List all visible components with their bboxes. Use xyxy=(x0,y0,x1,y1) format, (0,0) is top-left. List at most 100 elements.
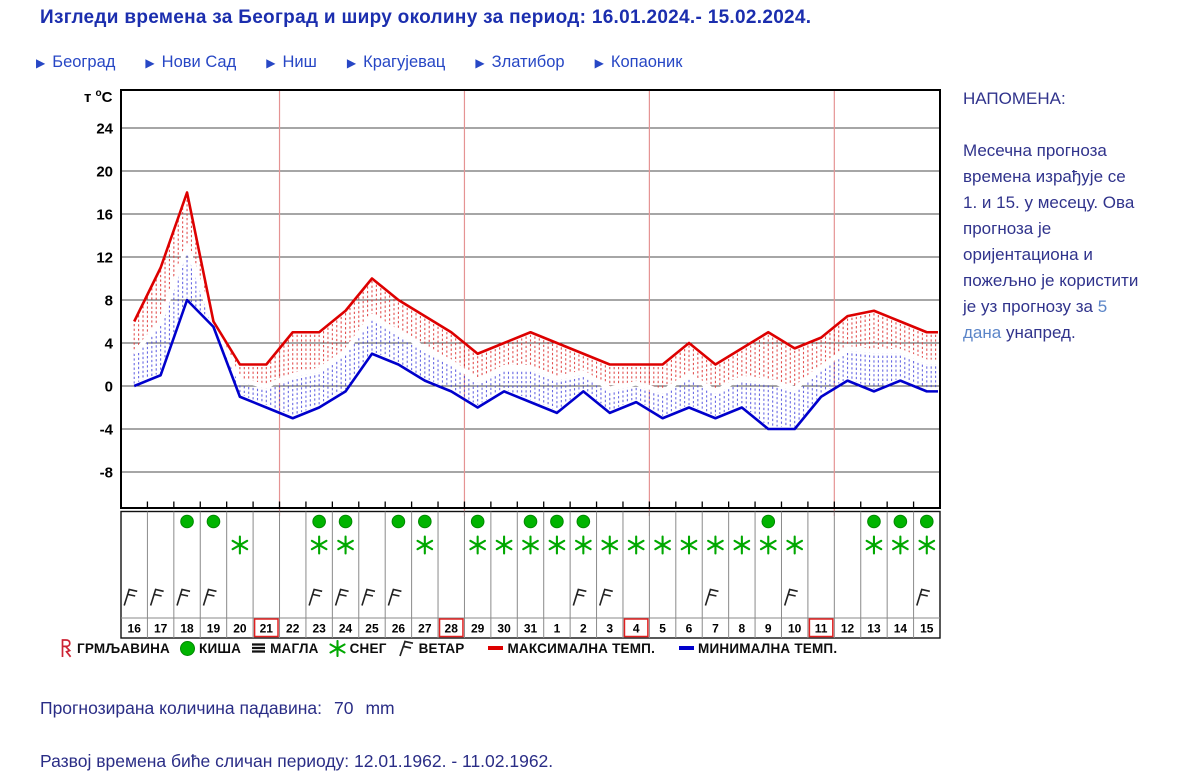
snow-icon xyxy=(522,535,539,555)
nav-label: Копаоник xyxy=(610,53,683,71)
legend-item-snow: СНЕГ xyxy=(329,639,387,657)
legend-label: МИНИМАЛНА ТЕМП. xyxy=(698,640,838,656)
svg-text:24: 24 xyxy=(96,121,113,138)
fog-icon xyxy=(252,643,266,653)
legend-item-max-temp: МАКСИМАЛНА ТЕМП. xyxy=(488,641,655,656)
legend-label: ВЕТАР xyxy=(418,640,465,656)
rain-icon xyxy=(919,514,934,529)
day-number: 5 xyxy=(659,622,666,636)
rain-icon xyxy=(391,514,406,529)
rain-icon xyxy=(312,514,326,529)
nav-label: Ниш xyxy=(282,53,317,71)
wind-icon xyxy=(704,588,719,606)
nav-link-zlatibor[interactable]: ▶ Златибор xyxy=(475,53,564,72)
nav-label: Крагујевац xyxy=(363,53,446,71)
wind-icon xyxy=(202,588,217,606)
day-number: 7 xyxy=(712,622,719,636)
min-temp-line-icon xyxy=(679,646,695,650)
snow-icon xyxy=(707,535,724,555)
plot-frame xyxy=(120,89,941,509)
day-number: 4 xyxy=(633,622,640,636)
nav-label: Београд xyxy=(52,53,116,71)
wind-icon xyxy=(308,588,323,606)
note-panel: НАПОМЕНА: Месечна прогноза времена израђ… xyxy=(963,86,1143,346)
nav-link-novi-sad[interactable]: ▶ Нови Сад xyxy=(145,53,236,72)
day-number: 18 xyxy=(180,622,194,636)
nav-arrow-icon: ▶ xyxy=(346,55,357,70)
sunday-box xyxy=(438,618,464,638)
wind-icon xyxy=(387,588,402,606)
rain-icon xyxy=(523,514,538,529)
day-number: 6 xyxy=(686,622,693,636)
sunday-gridlines xyxy=(278,91,835,516)
wind-icon xyxy=(572,588,587,606)
rain-icon xyxy=(761,514,776,529)
svg-text:-4: -4 xyxy=(100,422,114,439)
nav-link-nis[interactable]: ▶ Ниш xyxy=(266,53,317,72)
legend-item-rain: КИША xyxy=(180,640,242,656)
nav-label: Нови Сад xyxy=(161,53,237,71)
legend-label: КИША xyxy=(199,640,242,656)
day-number: 17 xyxy=(154,622,168,636)
rain-icon xyxy=(576,514,591,529)
day-number: 15 xyxy=(920,622,934,636)
mean-temp-line xyxy=(132,244,938,394)
rain-icon xyxy=(206,514,221,529)
nav-label: Златибор xyxy=(491,53,565,71)
snow-icon xyxy=(329,639,346,657)
nav-link-kragujevac[interactable]: ▶ Крагујевац xyxy=(347,53,446,72)
nav-arrow-icon: ▶ xyxy=(36,55,46,70)
min-temp-line xyxy=(133,298,938,431)
day-number: 3 xyxy=(606,622,613,636)
snow-icon xyxy=(574,535,592,555)
precipitation-line: Прогнозирана количина падавина: 70 mm xyxy=(40,698,395,719)
wind-icon xyxy=(398,640,413,657)
day-number: 19 xyxy=(207,622,221,636)
sunday-box xyxy=(253,618,279,638)
day-number: 10 xyxy=(788,622,802,636)
nav-link-kopaonik[interactable]: ▶ Копаоник xyxy=(595,53,683,72)
wind-icon xyxy=(361,588,376,606)
city-nav: ▶ Београд ▶ Нови Сад ▶ Ниш ▶ Крагујевац ▶ Зла… xyxy=(36,53,712,72)
note-heading: НАПОМЕНА: xyxy=(963,89,1066,108)
snow-icon xyxy=(865,535,883,555)
day-numbers: 16 17 18 19 20 21 22 23 24 25 26 27 28 29 30 31 1 2 3 4 5 6 7 8… xyxy=(128,622,934,636)
rain-icon xyxy=(180,514,194,529)
day-number: 2 xyxy=(580,622,587,636)
snow-icon xyxy=(786,535,804,555)
wind-icon xyxy=(916,588,930,606)
day-number: 24 xyxy=(339,622,353,636)
sunday-boxes xyxy=(253,618,834,638)
snow-icon xyxy=(759,535,777,555)
legend-item-min-temp: МИНИМАЛНА ТЕМП. xyxy=(679,641,837,656)
snow-icon xyxy=(416,535,434,555)
day-number: 16 xyxy=(128,622,142,636)
day-number: 12 xyxy=(841,622,855,636)
snow-icon xyxy=(680,535,698,555)
snow-icon xyxy=(495,535,513,555)
legend-item-wind: ВЕТАР xyxy=(397,639,465,657)
five-day-forecast-link[interactable]: 5 дана xyxy=(963,297,1108,342)
snow-icon xyxy=(733,535,751,555)
day-number: 26 xyxy=(392,622,406,636)
day-number: 1 xyxy=(554,622,561,636)
day-number: 13 xyxy=(867,622,881,636)
legend-label: МАГЛА xyxy=(270,640,319,656)
legend-label: СНЕГ xyxy=(349,640,387,656)
nav-link-beograd[interactable]: ▶ Београд xyxy=(36,53,115,72)
y-axis-unit: т oC xyxy=(84,88,113,106)
legend-item-fog: МАГЛА xyxy=(251,641,319,656)
rain-icon xyxy=(550,514,564,529)
temperature-band-hatch xyxy=(133,195,937,427)
snow-icon xyxy=(892,535,909,555)
wind-icon xyxy=(149,588,164,606)
snow-icon xyxy=(627,535,645,555)
legend-item-thunder: ГРМЉАВИНА xyxy=(60,638,170,658)
max-temp-line-icon xyxy=(488,646,504,650)
svg-text:20: 20 xyxy=(96,164,113,181)
thunder-icon xyxy=(61,639,72,658)
day-number: 28 xyxy=(445,622,459,636)
snow-icon xyxy=(231,535,249,555)
wind-icon xyxy=(334,588,349,606)
